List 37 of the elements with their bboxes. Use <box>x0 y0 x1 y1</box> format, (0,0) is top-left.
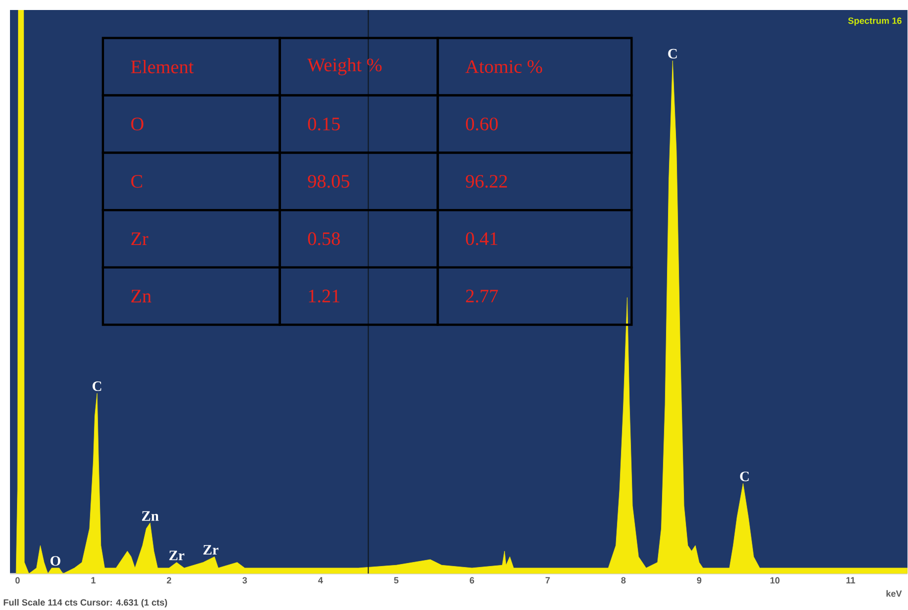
x-tick-label: 11 <box>846 577 856 584</box>
x-tick-label: 9 <box>696 577 702 584</box>
text: Spectrum 16 <box>848 18 902 26</box>
annotation: Atomic % <box>465 60 542 74</box>
annotation: 96.22 <box>466 175 507 188</box>
annotation: O <box>50 556 60 566</box>
x-tick-label: 10 <box>770 577 780 584</box>
annotation: C <box>668 49 677 59</box>
text: Full Scale 114 cts Cursor: 4.631 (1 cts) <box>4 599 168 608</box>
annotation: 1.21 <box>309 290 340 303</box>
annotation: Element <box>131 60 194 74</box>
annotation: 98.05 <box>308 175 350 188</box>
annotation: 0.15 <box>308 118 340 131</box>
x-axis-title: keV <box>886 590 902 597</box>
x-tick-label: 4 <box>318 577 323 584</box>
annotation: 0.41 <box>466 232 498 246</box>
x-tick-label: 7 <box>546 577 550 584</box>
annotation: O <box>131 118 144 131</box>
annotation: Zn <box>131 290 152 303</box>
x-tick-label: 2 <box>166 577 172 584</box>
annotation: Weight % <box>307 58 382 76</box>
x-tick-label: 1 <box>91 577 96 584</box>
x-tick-label: 0 <box>15 577 20 584</box>
annotation: C <box>740 472 749 482</box>
annotation: 0.60 <box>466 118 498 131</box>
x-tick-label: 8 <box>621 577 626 584</box>
annotation: Zn <box>142 511 159 521</box>
annotation: C <box>131 175 142 188</box>
annotation: 0.58 <box>308 232 340 246</box>
x-tick-label: 3 <box>242 577 247 584</box>
annotation: Zr <box>203 545 218 555</box>
annotation: C <box>92 382 102 392</box>
annotation: Zr <box>131 232 148 246</box>
x-tick-label: 5 <box>394 577 398 584</box>
x-tick-label: 6 <box>470 577 474 584</box>
annotation: 2.77 <box>466 290 498 303</box>
annotation: Zr <box>169 550 184 560</box>
